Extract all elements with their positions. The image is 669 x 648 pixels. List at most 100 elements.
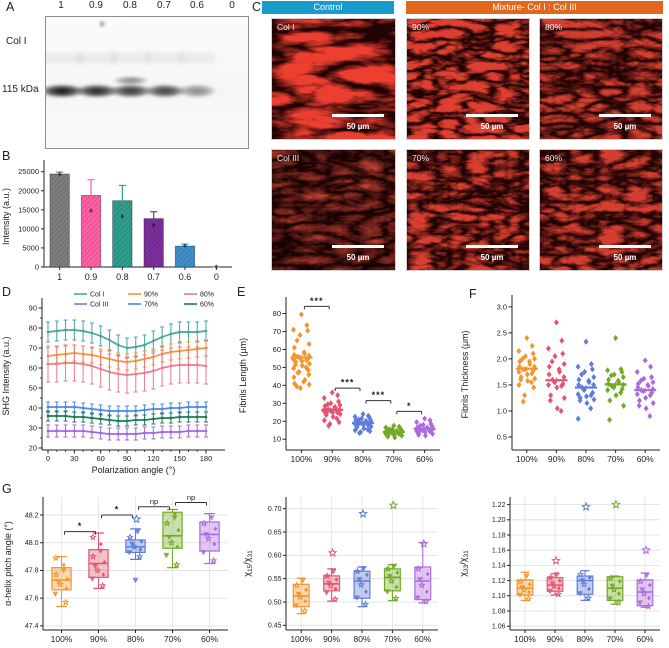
svg-text:60: 60 [273, 345, 281, 354]
svg-text:60%: 60% [201, 634, 218, 644]
svg-text:Col III: Col III [90, 302, 108, 309]
microscopy-image-col-iii: Col III 50 µm [271, 149, 396, 271]
svg-text:2.0: 2.0 [497, 354, 507, 363]
fiber-texture [272, 19, 395, 139]
svg-text:60%: 60% [200, 302, 214, 309]
blot-faint-smear [179, 53, 215, 63]
svg-text:80%: 80% [576, 634, 593, 644]
panel-g-chi33-box-chart: 1.06 1.08 1.10 1.12 1.14 1.16 1.18 1.20 1.22 100%… [458, 497, 660, 644]
panel-a-label: A [6, 0, 15, 14]
svg-text:0.55: 0.55 [268, 576, 282, 583]
blot-band [144, 84, 186, 98]
blot-artifact-dot [99, 21, 105, 27]
svg-text:70%: 70% [607, 454, 624, 464]
svg-text:np: np [150, 497, 158, 506]
svg-text:0.65: 0.65 [268, 529, 282, 536]
svg-text:*: * [407, 401, 412, 411]
svg-text:0.45: 0.45 [268, 623, 282, 630]
svg-text:150: 150 [173, 454, 186, 463]
blot-faint-smear [46, 53, 83, 63]
svg-text:80%: 80% [577, 454, 594, 464]
svg-text:40: 40 [29, 404, 37, 413]
svg-text:0.8: 0.8 [116, 272, 129, 282]
svg-text:χ33/χ31: χ33/χ31 [458, 550, 470, 577]
svg-text:SHG Intensity (a.u.): SHG Intensity (a.u.) [1, 336, 11, 415]
scale-bar-label: 50 µm [480, 253, 504, 262]
svg-text:1.18: 1.18 [492, 532, 506, 539]
image-label: 60% [545, 153, 563, 163]
svg-text:0.9: 0.9 [85, 272, 98, 282]
scale-bar-label: 50 µm [346, 122, 370, 131]
svg-text:50: 50 [29, 384, 37, 393]
blot-band [75, 84, 119, 98]
scale-bar [332, 245, 384, 248]
svg-text:3.0: 3.0 [497, 302, 507, 311]
blot-band [113, 76, 149, 85]
fiber-texture [540, 150, 662, 270]
microscopy-image-70-: 70% 50 µm [406, 149, 530, 271]
svg-text:40: 40 [273, 381, 281, 390]
svg-text:1.08: 1.08 [492, 608, 506, 615]
svg-text:90: 90 [123, 454, 131, 463]
panel-g-chi15-box-chart: 0.45 0.50 0.55 0.60 0.65 0.70 100% 90% 80% 70% 60%… [242, 497, 438, 644]
panel-d-label: D [2, 285, 12, 299]
svg-text:1.5: 1.5 [497, 380, 507, 389]
scale-bar [466, 114, 518, 117]
svg-text:100%: 100% [51, 634, 73, 644]
svg-text:1.16: 1.16 [492, 548, 506, 555]
svg-text:25000: 25000 [18, 167, 39, 176]
svg-text:30: 30 [29, 424, 37, 433]
blot-band [109, 84, 153, 98]
microscopy-image-80-: 80% 50 µm [539, 18, 663, 140]
svg-text:20: 20 [29, 444, 37, 453]
svg-text:Col I: Col I [90, 292, 104, 299]
svg-text:80%: 80% [200, 292, 214, 299]
svg-text:0: 0 [214, 272, 219, 282]
scale-bar [466, 245, 518, 248]
svg-text:20: 20 [273, 417, 281, 426]
svg-text:70: 70 [29, 344, 37, 353]
panel-f-label: F [469, 287, 477, 301]
svg-text:30: 30 [70, 454, 78, 463]
svg-text:1.10: 1.10 [492, 593, 506, 600]
scale-bar-label: 50 µm [613, 253, 637, 262]
svg-text:***: *** [341, 378, 355, 388]
scale-bar-label: 50 µm [346, 253, 370, 262]
image-label: 90% [412, 22, 430, 32]
fiber-texture [407, 19, 529, 139]
blot-lane-label: 0.6 [190, 0, 204, 11]
svg-text:0: 0 [35, 263, 39, 272]
svg-text:0.6: 0.6 [179, 272, 192, 282]
svg-text:2.5: 2.5 [497, 328, 507, 337]
svg-text:80: 80 [29, 324, 37, 333]
svg-text:1.12: 1.12 [492, 578, 506, 585]
svg-text:1.0: 1.0 [497, 406, 507, 415]
microscopy-image-90-: 90% 50 µm [406, 18, 530, 140]
svg-text:0.5: 0.5 [497, 432, 507, 441]
svg-text:Fibrils Thickness (μm): Fibrils Thickness (μm) [460, 330, 470, 418]
svg-text:70%: 70% [385, 454, 402, 464]
svg-text:15000: 15000 [18, 205, 39, 214]
svg-text:Intensity (a.u.): Intensity (a.u.) [1, 188, 11, 245]
svg-text:1.14: 1.14 [492, 563, 506, 570]
mixture-header: Mixture- Col I : Col III [406, 1, 663, 14]
western-blot-image [45, 16, 249, 149]
fiber-texture [272, 150, 395, 270]
scale-bar [332, 114, 384, 117]
fiber-texture [540, 19, 662, 139]
svg-text:80%: 80% [353, 634, 370, 644]
svg-text:α-helix pitch angle (°): α-helix pitch angle (°) [3, 521, 13, 606]
svg-text:47.8: 47.8 [25, 568, 39, 575]
blot-protein-label: Col I [6, 36, 27, 47]
panel-d-line-chart: 20 30 40 50 60 70 80 90 0 30 60 90 120 150 180 Polariza… [1, 292, 225, 475]
blot-faint-smear [146, 53, 184, 63]
svg-text:70%: 70% [606, 634, 623, 644]
image-label: Col III [277, 153, 300, 163]
svg-text:Fibrils Length (μm): Fibrils Length (μm) [238, 338, 248, 413]
svg-text:1.22: 1.22 [492, 502, 506, 509]
scale-bar [599, 245, 651, 248]
svg-text:48.2: 48.2 [25, 512, 39, 519]
svg-text:70%: 70% [164, 634, 181, 644]
